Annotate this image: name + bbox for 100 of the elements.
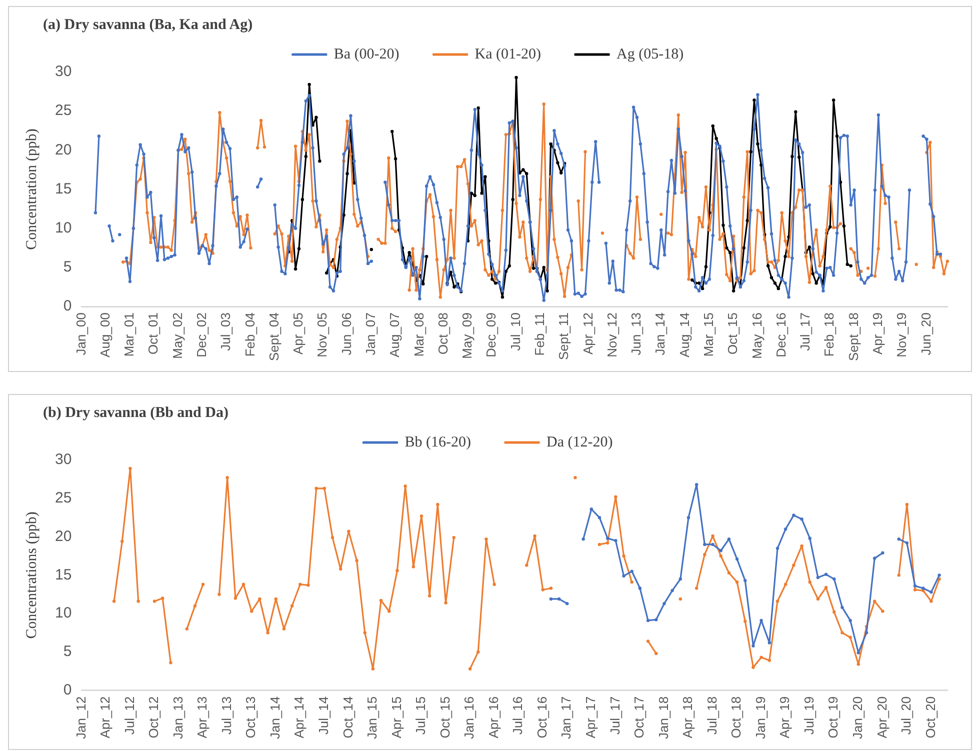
legend-label: Ka (01-20) bbox=[474, 46, 542, 62]
point bbox=[768, 641, 772, 644]
x-tick-label: Jan_14 bbox=[267, 696, 282, 740]
point bbox=[606, 536, 610, 540]
point bbox=[776, 546, 780, 550]
x-tick-label: Jul_17 bbox=[607, 696, 622, 735]
point bbox=[582, 537, 585, 541]
point bbox=[557, 597, 561, 601]
x-tick-label: Mar_15 bbox=[700, 312, 716, 357]
x-tick-label: Apr_19 bbox=[777, 696, 792, 738]
x-tick-label: Nov_19 bbox=[894, 312, 910, 358]
x-tick-label: Jan_19 bbox=[752, 696, 768, 740]
x-tick-label: Sept_11 bbox=[556, 312, 572, 360]
x-tick-label: Apr_16 bbox=[486, 696, 501, 738]
x-tick-label: Mar_08 bbox=[411, 312, 426, 357]
x-tick-label: Jul_15 bbox=[413, 696, 428, 735]
x-tick-label: Dec_02 bbox=[194, 312, 209, 358]
x-tick-label: Apr_20 bbox=[874, 696, 890, 738]
legend-label: Ag (05-18) bbox=[616, 46, 684, 62]
x-tick-label: Jan_20 bbox=[850, 696, 865, 740]
point bbox=[662, 602, 666, 606]
x-tick-label: Jan_12 bbox=[73, 696, 88, 740]
x-tick-label: Oct_15 bbox=[725, 312, 740, 354]
y-tick-label: 20 bbox=[54, 528, 72, 545]
x-tick-label: Apr_18 bbox=[680, 696, 696, 738]
x-tick-label: Jan_17 bbox=[558, 696, 574, 740]
x-tick-label: Jul_17 bbox=[798, 312, 813, 351]
x-tick-label: Dec_16 bbox=[773, 312, 788, 358]
x-tick-label: Nov_05 bbox=[314, 312, 330, 358]
point bbox=[566, 602, 569, 606]
x-tick-label: Jul_14 bbox=[316, 696, 331, 735]
point bbox=[824, 572, 828, 576]
point bbox=[808, 536, 812, 540]
x-tick-label: Oct_13 bbox=[243, 696, 258, 738]
point bbox=[897, 537, 900, 541]
chart-title: (b) Dry savanna (Bb and Da) bbox=[43, 405, 228, 422]
chart-title: (a) Dry savanna (Ba, Ka and Ag) bbox=[43, 17, 253, 34]
x-tick-label: Jul_10 bbox=[508, 312, 523, 351]
y-axis-title: Concentration (ppb) bbox=[24, 128, 40, 250]
point bbox=[816, 576, 820, 580]
x-tick-label: Feb_04 bbox=[242, 312, 258, 357]
point bbox=[646, 618, 650, 622]
x-tick-label: Jan_07 bbox=[362, 312, 378, 356]
y-tick-label: 25 bbox=[54, 102, 72, 120]
y-tick-label: 5 bbox=[63, 258, 72, 276]
x-tick-label: Jul_12 bbox=[122, 696, 137, 735]
x-tick-label: Jan_13 bbox=[170, 696, 186, 740]
point bbox=[913, 584, 917, 588]
point bbox=[598, 516, 602, 520]
x-tick-label: May_02 bbox=[170, 312, 185, 359]
y-tick-label: 15 bbox=[54, 566, 72, 584]
x-tick-label: Aug_07 bbox=[387, 312, 402, 358]
x-tick-label: Mar_01 bbox=[122, 312, 137, 357]
x-tick-label: Aug_14 bbox=[676, 312, 692, 358]
x-tick-label: Jul_19 bbox=[801, 696, 816, 735]
x-tick-label: Dec_09 bbox=[484, 312, 499, 358]
x-tick-label: Jan_18 bbox=[656, 696, 671, 740]
x-tick-label: May_16 bbox=[749, 312, 764, 359]
x-tick-label: Oct_16 bbox=[534, 696, 550, 738]
x-tick-label: Jul_18 bbox=[704, 696, 720, 735]
y-tick-label: 20 bbox=[54, 141, 72, 158]
legend-label: Bb (16-20) bbox=[404, 434, 472, 450]
y-axis-title: Concentrations (ppb) bbox=[24, 512, 40, 639]
point bbox=[727, 537, 731, 541]
x-tick-label: Feb_11 bbox=[532, 312, 547, 356]
x-tick-label: Apr_19 bbox=[870, 312, 885, 354]
point bbox=[622, 574, 626, 578]
x-tick-label: Jul_20 bbox=[898, 696, 914, 735]
point bbox=[872, 556, 876, 560]
x-tick-label: Apr_12 bbox=[98, 696, 113, 738]
point bbox=[848, 618, 852, 622]
point bbox=[905, 541, 909, 545]
point bbox=[752, 644, 755, 648]
legend-label: Ba (00-20) bbox=[334, 46, 400, 62]
x-tick-label: Jun_06 bbox=[338, 312, 354, 356]
x-tick-label: Aug_00 bbox=[97, 312, 112, 358]
y-tick-label: 15 bbox=[54, 180, 72, 198]
x-tick-label: Oct_08 bbox=[435, 312, 450, 354]
x-tick-label: Feb_18 bbox=[822, 312, 837, 357]
x-tick-label: Jun_20 bbox=[918, 312, 934, 356]
x-tick-label: Apr_13 bbox=[194, 696, 210, 738]
point bbox=[614, 539, 618, 542]
point bbox=[784, 528, 788, 531]
x-tick-label: Nov_12 bbox=[604, 312, 620, 358]
point bbox=[864, 631, 868, 634]
point bbox=[792, 514, 796, 517]
point bbox=[630, 570, 634, 573]
y-tick-label: 25 bbox=[54, 490, 72, 507]
y-tick-label: 10 bbox=[54, 604, 72, 622]
y-tick-label: 0 bbox=[63, 298, 72, 315]
point bbox=[590, 508, 594, 511]
x-tick-label: Jul_13 bbox=[218, 696, 234, 735]
x-tick-label: Sept_04 bbox=[266, 312, 282, 362]
point bbox=[549, 597, 553, 601]
x-tick-label: Oct_18 bbox=[728, 696, 744, 738]
point bbox=[638, 586, 642, 590]
x-tick-label: Apr_12 bbox=[580, 312, 596, 354]
x-tick-label: Apr_17 bbox=[582, 696, 598, 738]
point bbox=[922, 586, 925, 590]
point bbox=[670, 588, 674, 592]
